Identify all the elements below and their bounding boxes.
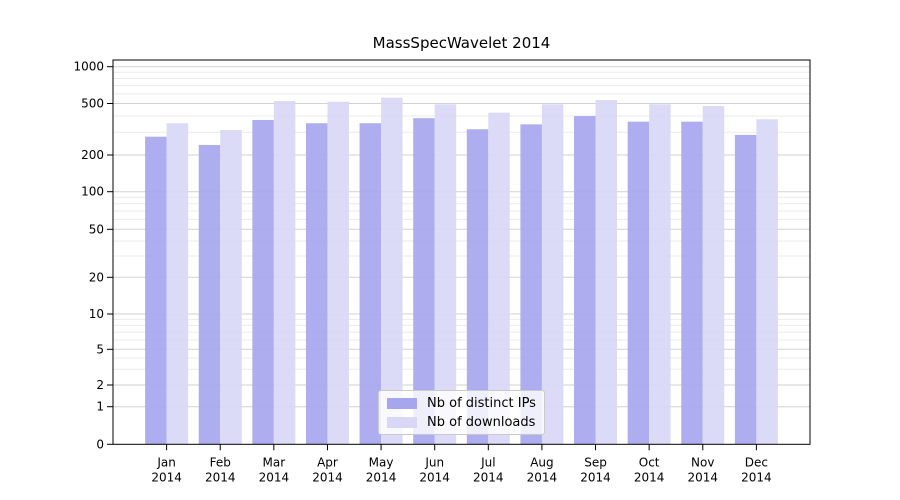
- legend-item-downloads: Nb of downloads: [387, 415, 544, 430]
- x-tick-label-month: Sep: [584, 455, 607, 469]
- bar-downloads-feb: [220, 130, 242, 445]
- x-tick-label-month: Apr: [317, 455, 338, 469]
- x-tick-label-year: 2014: [527, 470, 558, 484]
- bar-downloads-jul: [488, 112, 510, 445]
- bar-downloads-mar: [273, 101, 296, 445]
- y-tick-label: 50: [89, 222, 104, 236]
- bar-downloads-may: [381, 97, 403, 445]
- y-tick-label: 2: [96, 378, 104, 392]
- bar-downloads-sep: [595, 100, 618, 445]
- bar-distinct-ips-oct: [627, 121, 650, 445]
- x-tick-label-year: 2014: [741, 470, 772, 484]
- legend-swatch-distinct-ips: [387, 397, 417, 409]
- y-tick-label: 20: [89, 270, 104, 284]
- chart-title: MassSpecWavelet 2014: [372, 34, 551, 52]
- y-tick-label: 1000: [73, 60, 104, 74]
- bar-distinct-ips-dec: [734, 134, 757, 445]
- legend: Nb of distinct IPs Nb of downloads: [378, 390, 545, 435]
- bar-downloads-apr: [327, 101, 349, 445]
- x-tick-label-year: 2014: [687, 470, 718, 484]
- x-tick-label-month: Nov: [691, 455, 714, 469]
- x-tick-label-month: Dec: [745, 455, 768, 469]
- legend-swatch-downloads: [387, 416, 417, 428]
- bar-distinct-ips-jul: [466, 129, 489, 445]
- y-tick-label: 500: [81, 97, 104, 111]
- x-tick-label-year: 2014: [580, 470, 611, 484]
- bar-downloads-jun: [434, 104, 457, 445]
- x-tick-label-month: Aug: [530, 455, 553, 469]
- bar-downloads-dec: [756, 119, 778, 445]
- y-tick-label: 1: [96, 400, 104, 414]
- bar-downloads-oct: [649, 104, 671, 445]
- x-tick-label-month: Jul: [480, 455, 495, 469]
- bar-distinct-ips-sep: [574, 116, 596, 445]
- y-tick-label: 200: [81, 148, 104, 162]
- bar-downloads-aug: [541, 104, 564, 445]
- y-tick-label: 100: [81, 185, 104, 199]
- y-tick-label: 5: [96, 342, 104, 356]
- x-tick-label-month: Jan: [156, 455, 176, 469]
- x-tick-label-month: May: [369, 455, 394, 469]
- plot-border: [112, 59, 811, 445]
- legend-item-distinct-ips: Nb of distinct IPs: [387, 396, 544, 411]
- x-tick-label-month: Jun: [424, 455, 444, 469]
- bar-downloads-nov: [702, 106, 725, 445]
- y-tick-label: 10: [89, 307, 104, 321]
- x-tick-label-year: 2014: [473, 470, 504, 484]
- x-tick-label-year: 2014: [259, 470, 290, 484]
- x-tick-label-year: 2014: [366, 470, 397, 484]
- bar-distinct-ips-jun: [413, 118, 435, 445]
- x-tick-label-year: 2014: [205, 470, 236, 484]
- x-tick-label-month: Feb: [210, 455, 231, 469]
- x-tick-label-year: 2014: [151, 470, 182, 484]
- bar-distinct-ips-aug: [520, 124, 542, 445]
- legend-label-downloads: Nb of downloads: [427, 414, 536, 430]
- bar-distinct-ips-feb: [198, 144, 221, 445]
- x-tick-label-month: Oct: [639, 455, 660, 469]
- x-tick-label-month: Mar: [263, 455, 286, 469]
- x-tick-label-year: 2014: [312, 470, 343, 484]
- bar-distinct-ips-mar: [252, 119, 274, 445]
- bar-distinct-ips-nov: [681, 121, 703, 445]
- bar-downloads-jan: [166, 123, 189, 445]
- bar-distinct-ips-apr: [305, 123, 328, 445]
- x-tick-label-year: 2014: [634, 470, 665, 484]
- x-tick-label-year: 2014: [419, 470, 450, 484]
- legend-label-distinct-ips: Nb of distinct IPs: [427, 395, 536, 411]
- bar-distinct-ips-jan: [145, 136, 167, 445]
- y-tick-label: 0: [96, 437, 104, 451]
- bar-distinct-ips-may: [359, 123, 382, 445]
